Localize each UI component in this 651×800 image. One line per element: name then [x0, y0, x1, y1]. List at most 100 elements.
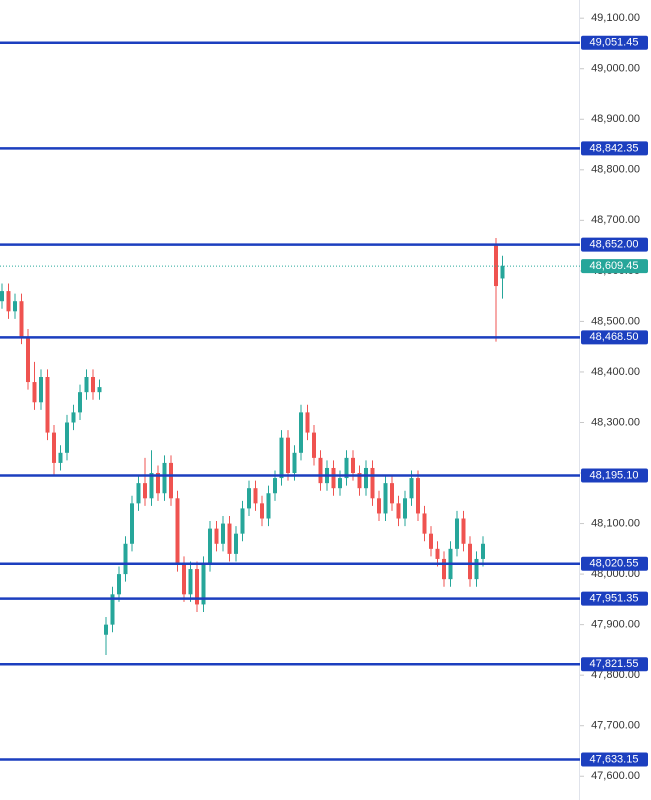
candle-body	[104, 624, 108, 635]
candle-body	[175, 498, 180, 564]
candle-body	[91, 377, 95, 393]
candle-body	[455, 518, 459, 549]
candle-body	[266, 493, 271, 519]
candle-body	[39, 377, 43, 403]
candle-body	[143, 483, 147, 499]
candle-body	[416, 478, 420, 514]
level-box	[581, 591, 648, 606]
candle-body	[32, 382, 37, 403]
candle-body	[253, 488, 258, 504]
y-tick-label: 48,400.00	[591, 366, 640, 378]
candle-body	[182, 563, 186, 595]
candle-body	[344, 457, 349, 479]
candle-body	[390, 483, 394, 504]
candle-body	[318, 457, 323, 484]
y-tick-label: 48,300.00	[591, 416, 640, 428]
candle-body	[435, 548, 440, 559]
candle-body	[195, 569, 199, 605]
candle-body	[403, 498, 407, 519]
candle-body	[422, 513, 427, 534]
candle-body	[65, 422, 69, 453]
last-price-label: 48,609.45	[590, 260, 639, 272]
level-label: 49,051.45	[590, 37, 639, 49]
level-label: 48,195.10	[590, 469, 639, 481]
candle-body	[214, 528, 219, 544]
level-label: 47,951.35	[590, 593, 639, 605]
candle-body	[45, 377, 50, 433]
y-tick-label: 49,000.00	[591, 63, 640, 75]
level-box	[581, 468, 648, 483]
candle-body	[156, 473, 160, 494]
level-box	[581, 657, 648, 672]
candle-body	[286, 437, 290, 474]
candle-body	[71, 412, 76, 423]
candle-body	[149, 473, 154, 499]
candle-body	[13, 301, 17, 312]
level-box	[581, 237, 648, 252]
candle-body	[117, 574, 121, 595]
candle-body	[208, 528, 212, 564]
candle-body	[312, 432, 316, 458]
candle-body	[240, 508, 245, 534]
level-box	[581, 330, 648, 345]
candle-body	[78, 392, 82, 413]
candle-body	[26, 336, 30, 383]
candle-body	[292, 452, 297, 474]
candle-body	[234, 533, 238, 554]
candle-body	[409, 478, 414, 499]
y-tick-label: 48,900.00	[591, 113, 640, 125]
candle-body	[468, 543, 472, 580]
y-tick-label: 49,100.00	[591, 12, 640, 24]
candle-body	[364, 467, 368, 489]
candle-body	[299, 412, 303, 453]
y-tick-label: 47,700.00	[591, 720, 640, 732]
level-label: 47,821.55	[590, 658, 639, 670]
candle-body	[136, 483, 141, 504]
candle-body	[221, 523, 225, 544]
candle-body	[383, 483, 388, 514]
candle-body	[396, 503, 401, 519]
level-label: 47,633.15	[590, 753, 639, 765]
candle-body	[370, 467, 375, 499]
candle-body	[500, 265, 505, 279]
candle-body	[260, 503, 264, 519]
candle-body	[442, 558, 446, 580]
candle-body	[357, 473, 362, 489]
y-tick-label: 47,800.00	[591, 669, 640, 681]
candle-body	[474, 558, 479, 580]
candle-body	[227, 523, 232, 554]
candle-body	[123, 543, 128, 575]
candle-body	[6, 291, 11, 312]
candle-body	[461, 518, 466, 544]
candle-body	[58, 452, 63, 463]
candle-body	[331, 467, 336, 489]
candle-body	[130, 503, 134, 544]
level-box	[581, 752, 648, 767]
candle-body	[162, 462, 167, 494]
level-label: 48,020.55	[590, 558, 639, 570]
level-box	[581, 556, 648, 571]
candle-body	[19, 301, 24, 337]
y-tick-label: 48,800.00	[591, 164, 640, 176]
candle-body	[377, 498, 381, 514]
y-tick-label: 47,600.00	[591, 770, 640, 782]
candle-body	[279, 437, 284, 479]
candle-body	[97, 387, 102, 393]
y-tick-label: 48,100.00	[591, 517, 640, 529]
level-label: 48,652.00	[590, 239, 639, 251]
y-tick-label: 47,900.00	[591, 619, 640, 631]
candle-body	[84, 377, 89, 393]
candle-body	[201, 563, 206, 605]
level-label: 48,468.50	[590, 331, 639, 343]
candle-body	[188, 569, 193, 595]
level-box	[581, 141, 648, 156]
candle-body	[481, 543, 485, 559]
y-tick-label: 48,000.00	[591, 568, 640, 580]
level-label: 48,842.35	[590, 142, 639, 154]
candle-body	[0, 291, 4, 302]
candle-body	[305, 412, 310, 433]
candle-body	[110, 594, 115, 625]
last-price-box	[581, 259, 648, 274]
candle-body	[169, 462, 173, 499]
